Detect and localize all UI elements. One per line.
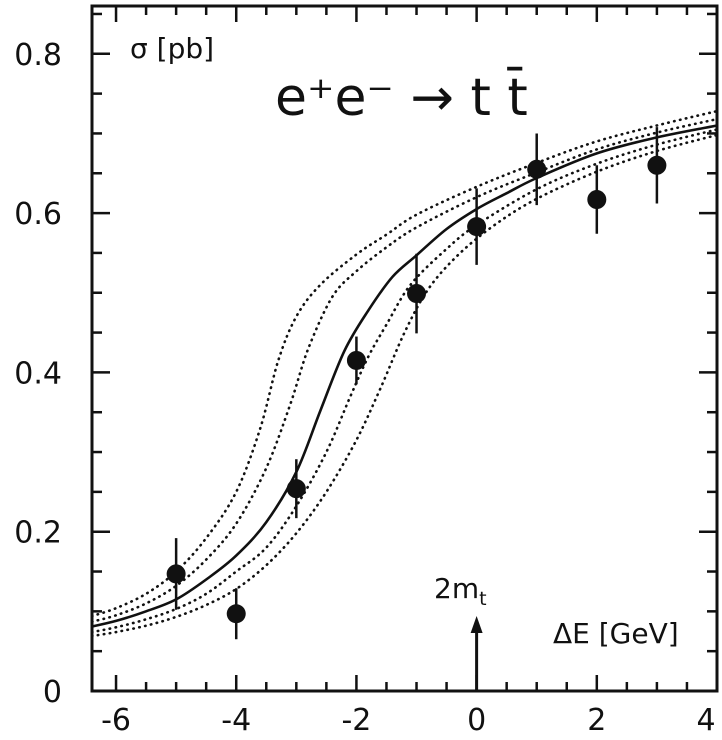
tick-labels: -6 -4 -2 0 2 4 0 0.2 0.4 0.6 0.8 [14, 38, 715, 738]
data-points [166, 127, 667, 640]
y-tick-label: 0 [43, 675, 62, 710]
axis-ticks [92, 6, 719, 693]
plot-frame [90, 4, 719, 693]
data-point [226, 604, 246, 624]
x-axis-label: ΔE [GeV] [553, 617, 679, 650]
dotted-curve-3 [90, 117, 719, 623]
dotted-curve-5 [90, 133, 719, 638]
marker-label-subscript: t [479, 588, 486, 610]
data-point [346, 350, 366, 370]
data-point [407, 284, 427, 304]
x-tick-label: 2 [587, 703, 606, 738]
dotted-curve-4 [90, 128, 719, 634]
two-mt-marker-label: 2mt [434, 572, 487, 610]
data-point [286, 479, 306, 499]
data-point [467, 217, 487, 237]
solid-curve [91, 124, 718, 628]
data-point [166, 564, 186, 584]
x-tick-label: 0 [467, 703, 486, 738]
curves [90, 109, 719, 638]
y-tick-label: 0.6 [14, 197, 62, 232]
y-axis-label: σ [pb] [130, 32, 214, 65]
two-mt-arrow [470, 616, 483, 691]
dotted-curve-2 [90, 109, 719, 618]
y-tick-label: 0.2 [14, 516, 62, 551]
x-tick-label: -4 [221, 703, 251, 738]
x-tick-label: -2 [341, 703, 371, 738]
x-tick-label: 4 [696, 703, 715, 738]
y-tick-label: 0.4 [14, 356, 62, 391]
chart-title: e⁺e⁻ → t t̄ [275, 67, 528, 128]
data-point [647, 155, 667, 175]
data-point [587, 190, 607, 210]
y-tick-label: 0.8 [14, 38, 62, 73]
x-tick-label: -6 [101, 703, 131, 738]
arrow-head [470, 616, 483, 633]
data-point [527, 159, 547, 179]
marker-label-main: 2m [434, 572, 479, 605]
